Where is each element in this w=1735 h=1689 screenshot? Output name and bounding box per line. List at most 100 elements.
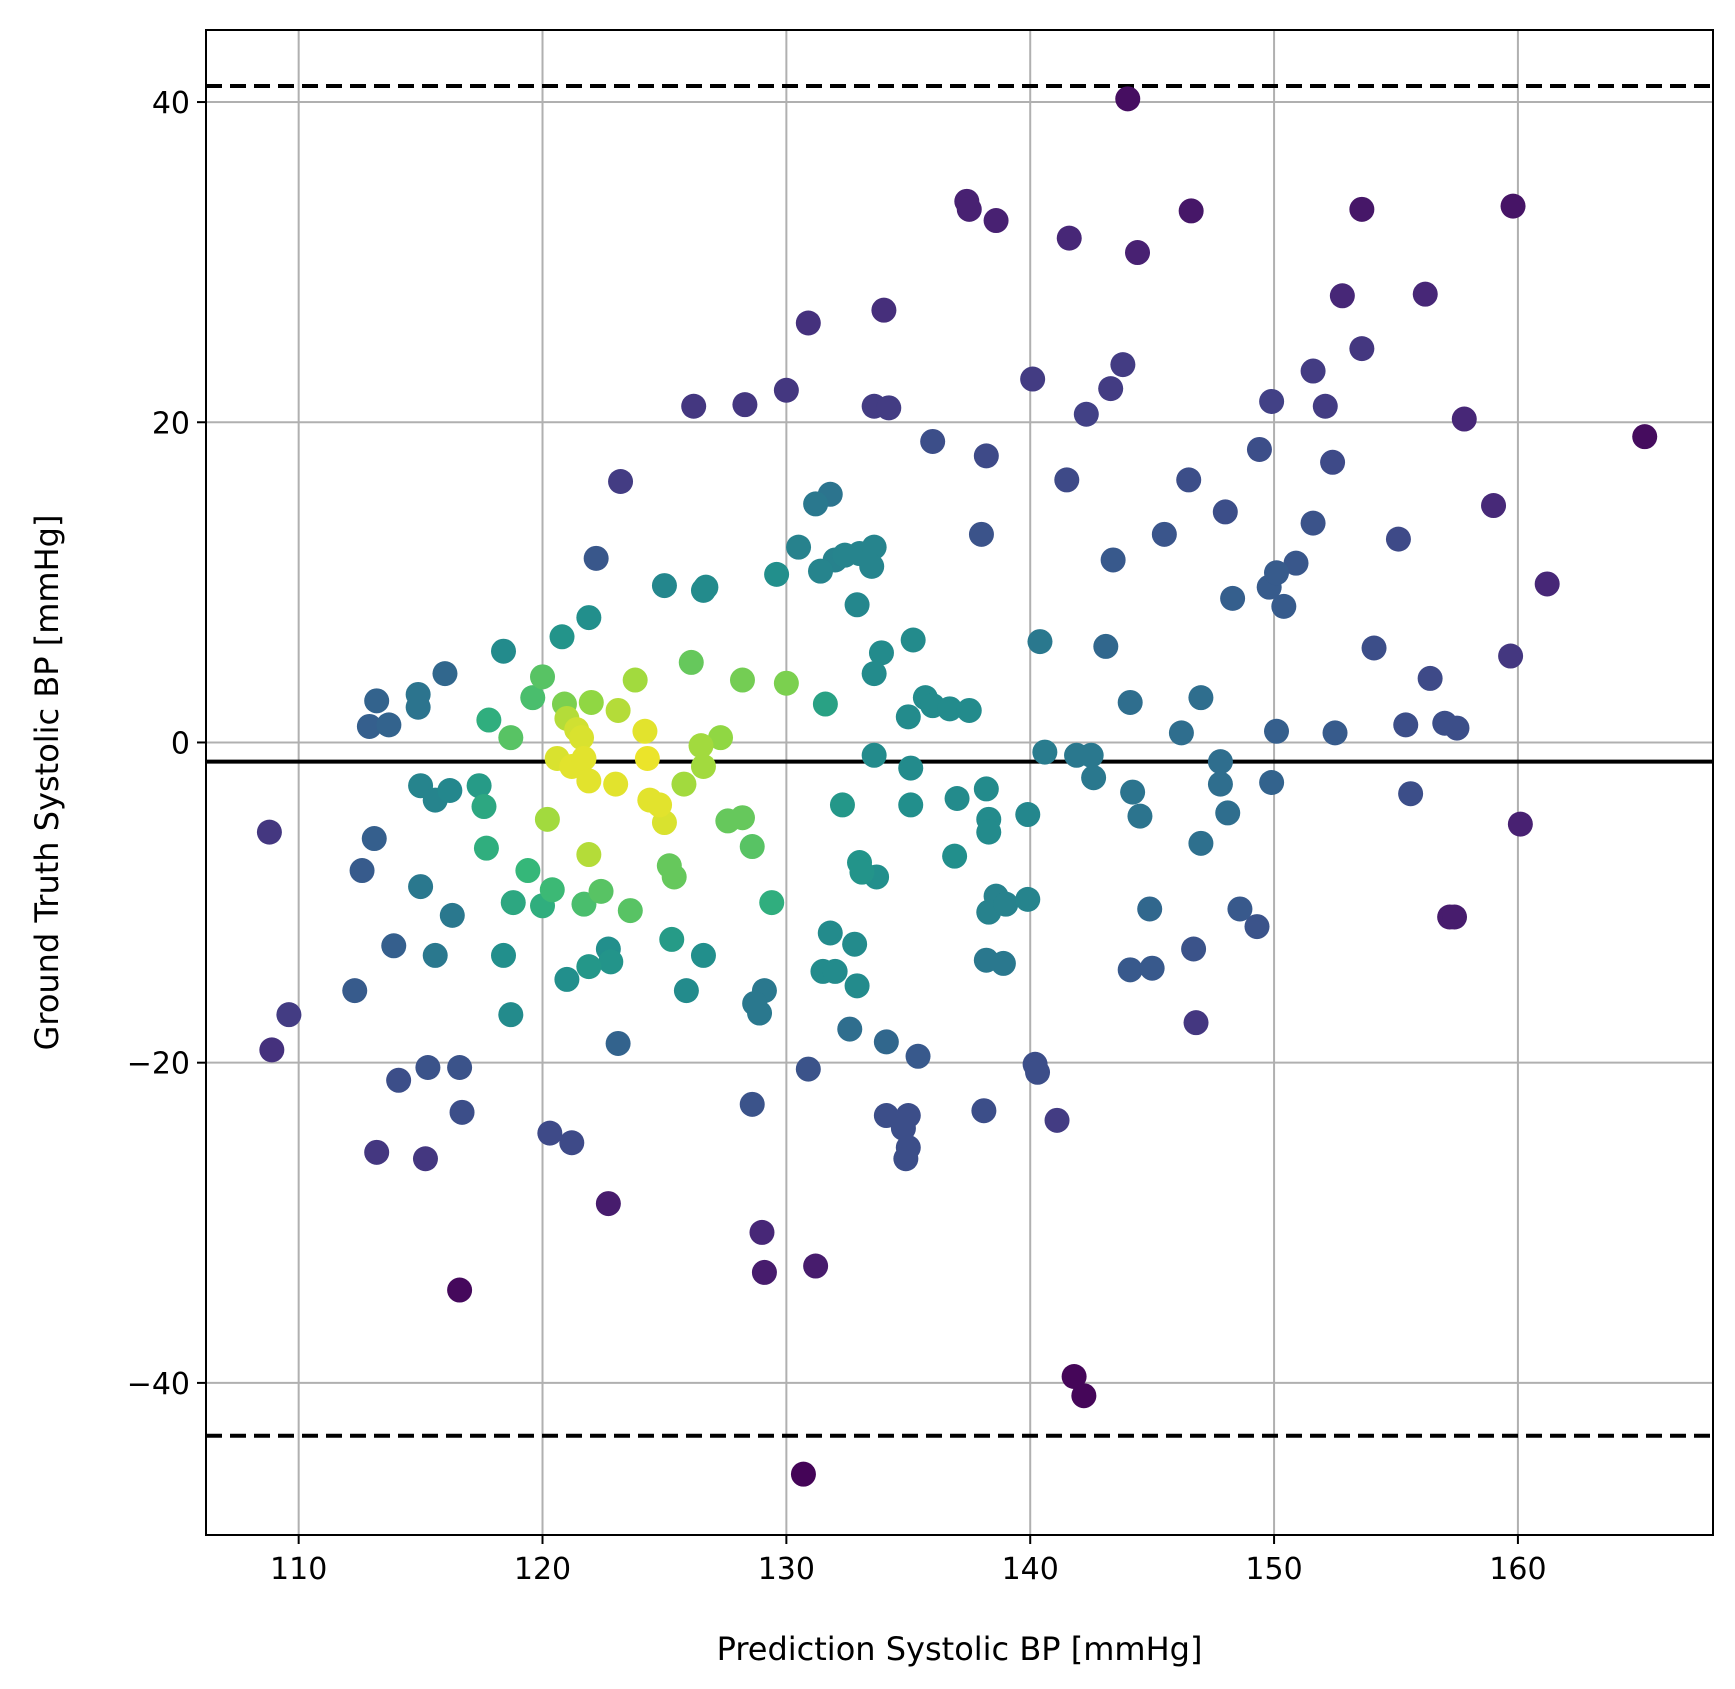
data-point (732, 392, 758, 418)
data-point (447, 1054, 473, 1080)
data-point (490, 942, 516, 968)
data-point (968, 521, 994, 547)
data-point (1061, 1363, 1087, 1389)
data-point (259, 1037, 285, 1063)
data-point (1056, 225, 1082, 251)
data-point (1151, 521, 1177, 547)
data-point (849, 859, 875, 885)
data-point (554, 966, 580, 992)
scatter-points (256, 86, 1658, 1487)
data-point (681, 393, 707, 419)
data-point (1120, 779, 1146, 805)
data-point (844, 973, 870, 999)
data-point (571, 891, 597, 917)
data-point (576, 605, 602, 631)
data-point (1139, 955, 1165, 981)
data-point (471, 794, 497, 820)
data-point (1071, 1383, 1097, 1409)
data-point (1137, 896, 1163, 922)
data-point (608, 469, 634, 494)
data-point (1020, 366, 1046, 392)
data-point (1212, 499, 1238, 525)
data-point (1412, 281, 1438, 307)
data-point (1507, 811, 1533, 837)
data-point (559, 1130, 585, 1156)
data-point (349, 858, 375, 884)
data-point (500, 890, 526, 916)
data-point (578, 689, 604, 715)
data-point (1181, 936, 1207, 962)
data-point (690, 577, 716, 603)
data-point (1098, 376, 1124, 402)
data-point (688, 733, 714, 759)
data-point (1027, 629, 1053, 655)
data-point (520, 685, 546, 711)
data-point (476, 707, 502, 733)
data-point (473, 835, 499, 861)
data-point (622, 667, 648, 693)
reference-lines (206, 84, 1713, 1438)
data-point (708, 725, 734, 751)
data-point (386, 1067, 412, 1093)
data-point (1176, 467, 1202, 493)
data-point (1117, 957, 1143, 983)
data-point (773, 670, 799, 696)
data-point (1398, 781, 1424, 807)
data-point (466, 773, 492, 799)
data-point (539, 877, 565, 903)
data-point (1015, 886, 1041, 912)
data-point (422, 942, 448, 968)
data-point (1244, 914, 1270, 940)
data-point (530, 664, 556, 690)
data-point (634, 745, 660, 771)
data-point (576, 954, 602, 980)
data-point (837, 1016, 863, 1042)
data-point (803, 1253, 829, 1279)
y-tick-label: 40 (152, 86, 190, 121)
data-point (973, 776, 999, 802)
data-point (890, 1115, 916, 1141)
data-point (1312, 393, 1338, 419)
data-point (1127, 803, 1153, 829)
data-point (1500, 193, 1526, 219)
data-point (661, 864, 687, 890)
data-point (361, 826, 387, 852)
data-point (1271, 593, 1297, 619)
data-point (790, 1461, 816, 1487)
data-point (971, 1098, 997, 1124)
data-point (773, 377, 799, 403)
data-point (956, 196, 982, 222)
data-point (408, 874, 434, 900)
data-point (1417, 665, 1443, 691)
data-point (1093, 633, 1119, 659)
data-point (751, 1259, 777, 1285)
data-point (739, 834, 765, 860)
data-point (956, 697, 982, 723)
data-point (786, 534, 812, 560)
data-point (605, 697, 631, 723)
data-point (1183, 1010, 1209, 1036)
data-point (1442, 904, 1468, 930)
data-point (364, 688, 390, 714)
y-tick-label: −40 (127, 1367, 190, 1402)
data-point (603, 771, 629, 797)
data-point (1115, 86, 1141, 112)
data-point (795, 1056, 821, 1082)
data-point (993, 891, 1019, 917)
data-point (1349, 336, 1375, 362)
data-point (873, 1029, 899, 1055)
data-point (1283, 550, 1309, 576)
data-point (973, 443, 999, 469)
data-point (549, 624, 575, 650)
data-point (1073, 401, 1099, 427)
data-point (808, 558, 834, 584)
data-point (690, 753, 716, 779)
data-point (898, 792, 924, 818)
data-point (605, 1030, 631, 1056)
x-tick-label: 160 (1489, 1552, 1546, 1587)
data-point (900, 627, 926, 653)
data-point (1188, 685, 1214, 711)
data-point (671, 771, 697, 797)
data-point (990, 950, 1016, 976)
